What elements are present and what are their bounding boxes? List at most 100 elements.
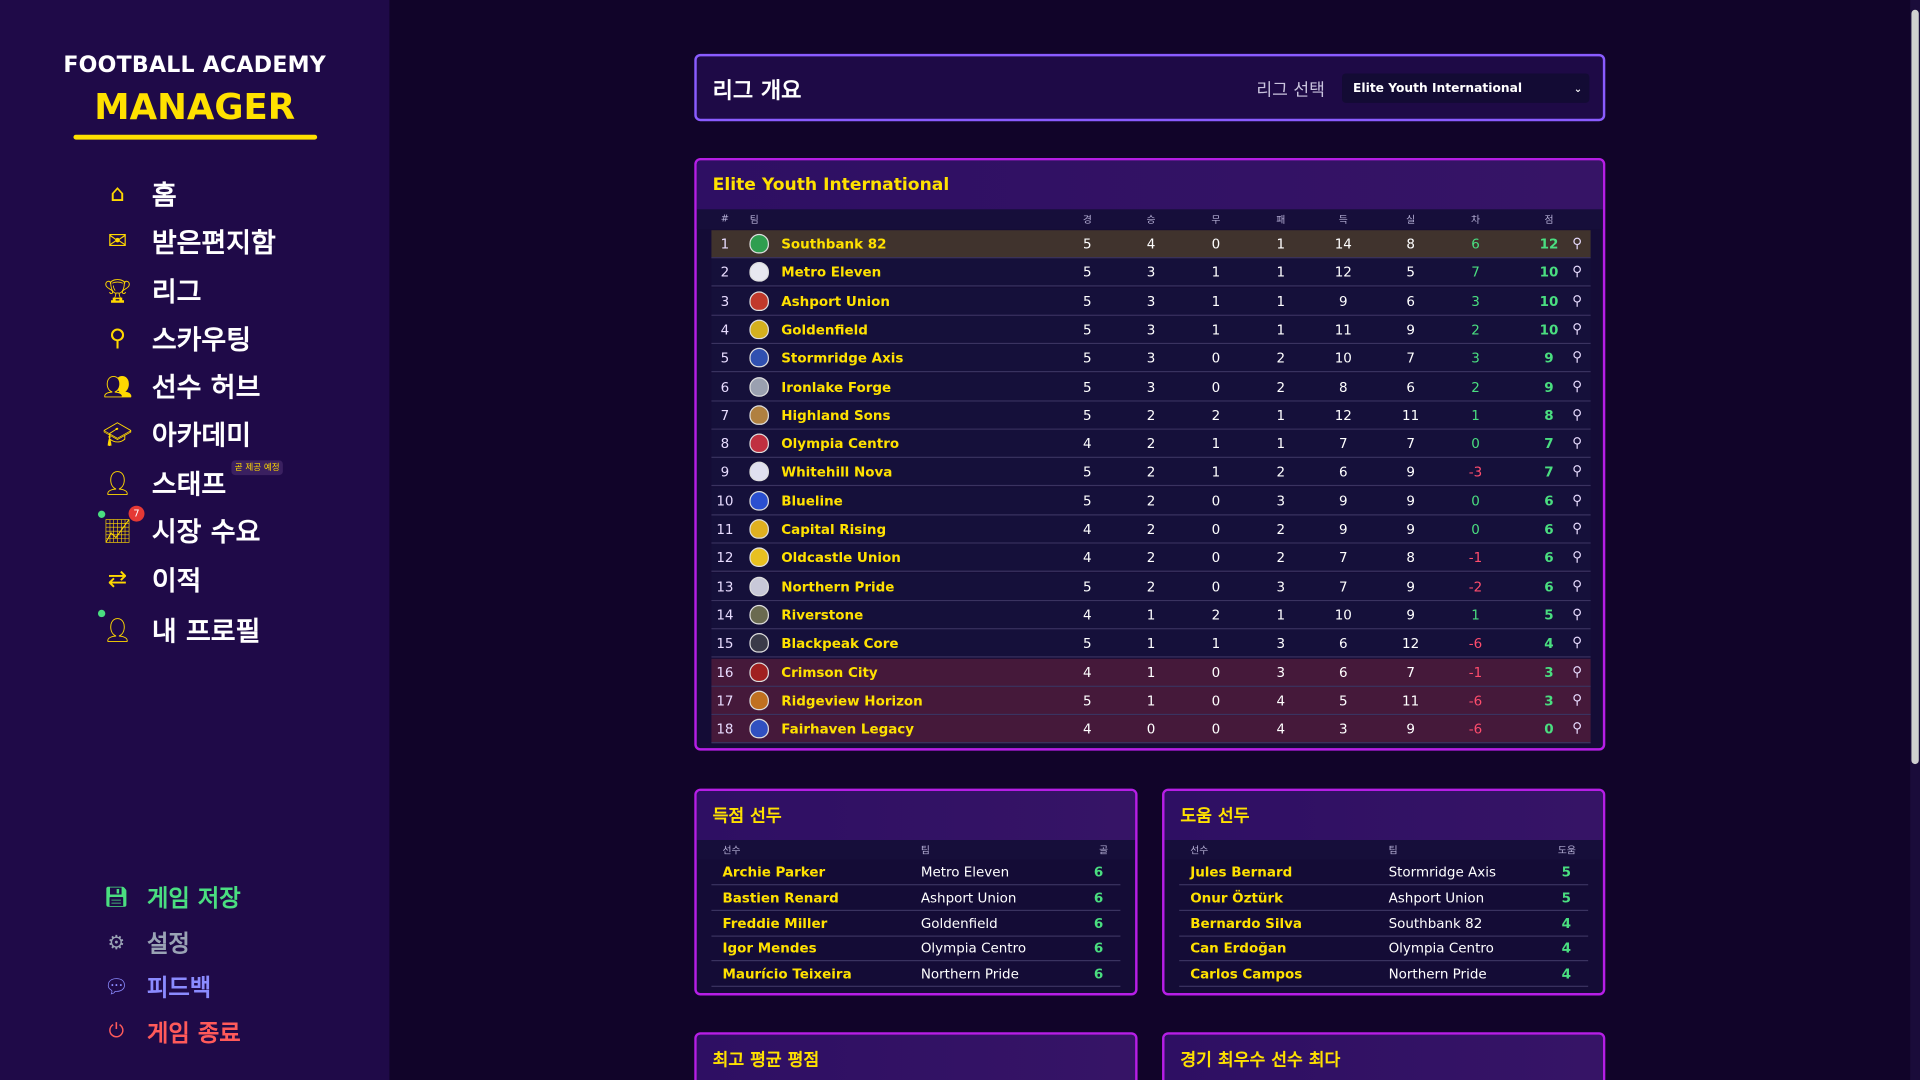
sidebar-item-5[interactable]: 🎓︎ 아카데미 xyxy=(103,414,251,453)
team-name[interactable]: Fairhaven Legacy xyxy=(781,721,915,738)
team-name[interactable]: Ironlake Forge xyxy=(781,378,892,395)
magnifier-icon[interactable]: ⚲ xyxy=(1572,577,1583,594)
player-name[interactable]: Bastien Renard xyxy=(722,889,839,906)
sidebar-item-6[interactable]: 👤︎ 스태프 곧 제공 예정 xyxy=(103,460,284,502)
sidebar-bottom-item-1[interactable]: ⚙ 설정 xyxy=(103,924,190,958)
table-row[interactable]: 12 Oldcastle Union 4 2 0 2 7 8 -1 6 ⚲ xyxy=(711,544,1591,573)
magnifier-icon[interactable]: ⚲ xyxy=(1572,663,1583,679)
stat-pts: 7 xyxy=(1544,464,1554,481)
sidebar-item-9[interactable]: 👤︎ 내 프로필 xyxy=(97,609,260,649)
team-name[interactable]: Riverstone xyxy=(781,607,864,624)
team-name[interactable]: Olympia Centro xyxy=(781,436,900,452)
player-name[interactable]: Maurício Teixeira xyxy=(722,966,852,983)
player-name[interactable]: Onur Öztürk xyxy=(1190,889,1284,906)
leader-row[interactable]: Archie Parker Metro Eleven 6 xyxy=(711,860,1121,886)
top-ratings-title: 최고 평균 평점 xyxy=(696,1034,1136,1080)
team-name[interactable]: Capital Rising xyxy=(781,521,887,538)
team-name[interactable]: Southbank 82 xyxy=(781,236,887,253)
magnifier-icon[interactable]: ⚲ xyxy=(1572,320,1583,337)
leader-row[interactable]: Carlos Campos Northern Pride 4 xyxy=(1179,961,1589,988)
leader-row[interactable]: Igor Mendes Olympia Centro 6 xyxy=(711,936,1121,962)
stat-p: 4 xyxy=(1083,721,1092,738)
leader-row[interactable]: Freddie Miller Goldenfield 6 xyxy=(711,911,1121,937)
table-row[interactable]: 4 Goldenfield 5 3 1 1 11 9 2 10 ⚲ xyxy=(711,315,1591,344)
chart-icon-glyph: 📈︎ xyxy=(102,517,133,545)
player-name[interactable]: Jules Bernard xyxy=(1190,864,1293,881)
column-header: 차 xyxy=(1470,214,1481,226)
player-name[interactable]: Carlos Campos xyxy=(1190,966,1303,983)
table-row[interactable]: 15 Blackpeak Core 5 1 1 3 6 12 -6 4 ⚲ xyxy=(711,629,1591,658)
magnifier-icon[interactable]: ⚲ xyxy=(1572,605,1583,622)
table-row[interactable]: 8 Olympia Centro 4 2 1 1 7 7 0 7 ⚲ xyxy=(711,429,1591,459)
table-row[interactable]: 18 Fairhaven Legacy 4 0 0 4 3 9 -6 0 ⚲ xyxy=(711,715,1591,744)
player-name[interactable]: Igor Mendes xyxy=(722,940,817,957)
magnifier-icon[interactable]: ⚲ xyxy=(1572,406,1583,423)
team-name[interactable]: Northern Pride xyxy=(781,578,895,595)
sidebar-item-7[interactable]: 📈︎ 7 시장 수요 xyxy=(97,505,260,550)
magnifier-icon[interactable]: ⚲ xyxy=(1572,349,1583,366)
table-row[interactable]: 16 Crimson City 4 1 0 3 6 7 -1 3 ⚲ xyxy=(711,658,1591,687)
player-name[interactable]: Can Erdoğan xyxy=(1190,940,1287,957)
league-select[interactable]: Elite Youth International ⌄ xyxy=(1342,73,1590,103)
team-name[interactable]: Blueline xyxy=(781,493,843,510)
magnifier-icon[interactable]: ⚲ xyxy=(1572,634,1583,651)
table-row[interactable]: 13 Northern Pride 5 2 0 3 7 9 -2 6 ⚲ xyxy=(711,572,1591,601)
leader-value: 4 xyxy=(1561,966,1572,983)
table-row[interactable]: 7 Highland Sons 5 2 2 1 12 11 1 8 ⚲ xyxy=(711,401,1591,430)
team-name[interactable]: Crimson City xyxy=(781,664,878,681)
magnifier-icon[interactable]: ⚲ xyxy=(1572,720,1583,737)
team-name[interactable]: Ashport Union xyxy=(781,293,890,310)
player-name[interactable]: Archie Parker xyxy=(722,864,826,881)
team-name[interactable]: Blackpeak Core xyxy=(781,635,899,652)
leader-row[interactable]: Jules Bernard Stormridge Axis 5 xyxy=(1179,860,1589,886)
magnifier-icon[interactable]: ⚲ xyxy=(1572,434,1583,451)
team-name[interactable]: Goldenfield xyxy=(781,321,868,338)
magnifier-icon[interactable]: ⚲ xyxy=(1572,520,1583,537)
leader-row[interactable]: Onur Öztürk Ashport Union 5 xyxy=(1179,885,1589,911)
table-row[interactable]: 1 Southbank 82 5 4 0 1 14 8 6 12 ⚲ xyxy=(711,230,1591,259)
team-name[interactable]: Ridgeview Horizon xyxy=(781,692,923,709)
magnifier-icon[interactable]: ⚲ xyxy=(1572,548,1583,565)
sidebar-bottom-item-2[interactable]: 💬︎ 피드백 xyxy=(103,969,211,1003)
sidebar-item-1[interactable]: ✉ 받은편지함 xyxy=(103,222,276,261)
magnifier-icon[interactable]: ⚲ xyxy=(1572,491,1583,508)
team-name[interactable]: Metro Eleven xyxy=(781,264,882,281)
table-row[interactable]: 3 Ashport Union 5 3 1 1 9 6 3 10 ⚲ xyxy=(711,287,1591,316)
sidebar-item-2[interactable]: 🏆︎ 리그 xyxy=(103,271,202,310)
table-row[interactable]: 9 Whitehill Nova 5 2 1 2 6 9 -3 7 ⚲ xyxy=(711,458,1591,487)
magnifier-icon[interactable]: ⚲ xyxy=(1572,463,1583,480)
table-row[interactable]: 6 Ironlake Forge 5 3 0 2 8 6 2 9 ⚲ xyxy=(711,372,1591,402)
leader-row[interactable]: Bernardo Silva Southbank 82 4 xyxy=(1179,911,1589,937)
magnifier-icon[interactable]: ⚲ xyxy=(1572,263,1583,280)
magnifier-icon[interactable]: ⚲ xyxy=(1572,235,1583,252)
stat-ga: 7 xyxy=(1406,664,1415,681)
sidebar-bottom-item-0[interactable]: 💾︎ 게임 저장 xyxy=(103,879,241,913)
stat-d: 2 xyxy=(1211,407,1221,424)
leader-row[interactable]: Bastien Renard Ashport Union 6 xyxy=(711,885,1121,911)
magnifier-icon[interactable]: ⚲ xyxy=(1572,292,1583,309)
sidebar-item-3[interactable]: ⚲ 스카우팅 xyxy=(103,318,251,357)
leader-row[interactable]: Can Erdoğan Olympia Centro 4 xyxy=(1179,936,1589,962)
table-row[interactable]: 11 Capital Rising 4 2 0 2 9 9 0 6 ⚲ xyxy=(711,515,1591,544)
table-row[interactable]: 2 Metro Eleven 5 3 1 1 12 5 7 10 ⚲ xyxy=(711,258,1591,287)
table-row[interactable]: 5 Stormridge Axis 5 3 0 2 10 7 3 9 ⚲ xyxy=(711,344,1591,373)
sidebar-item-0[interactable]: ⌂ 홈 xyxy=(103,174,176,213)
table-row[interactable]: 14 Riverstone 4 1 2 1 10 9 1 5 ⚲ xyxy=(711,601,1591,630)
magnifier-icon[interactable]: ⚲ xyxy=(1572,691,1583,708)
sidebar-item-4[interactable]: 👥︎ 선수 허브 xyxy=(103,366,261,405)
home-icon-glyph: ⌂ xyxy=(110,180,125,207)
league-select-value: Elite Youth International xyxy=(1353,81,1523,95)
team-name[interactable]: Highland Sons xyxy=(781,407,891,424)
player-name[interactable]: Freddie Miller xyxy=(722,915,828,932)
sidebar-item-8[interactable]: ⇄ 이적 xyxy=(103,560,202,599)
table-row[interactable]: 17 Ridgeview Horizon 5 1 0 4 5 11 -6 3 ⚲ xyxy=(711,686,1591,715)
team-name[interactable]: Whitehill Nova xyxy=(781,464,893,481)
magnifier-icon[interactable]: ⚲ xyxy=(1572,377,1583,394)
scrollbar-thumb[interactable] xyxy=(1911,9,1919,765)
player-name[interactable]: Bernardo Silva xyxy=(1190,915,1302,932)
team-name[interactable]: Stormridge Axis xyxy=(781,350,904,367)
table-row[interactable]: 10 Blueline 5 2 0 3 9 9 0 6 ⚲ xyxy=(711,486,1591,516)
sidebar-bottom-item-3[interactable]: ⏻ 게임 종료 xyxy=(103,1014,241,1048)
leader-row[interactable]: Maurício Teixeira Northern Pride 6 xyxy=(711,961,1121,988)
team-name[interactable]: Oldcastle Union xyxy=(781,550,901,567)
